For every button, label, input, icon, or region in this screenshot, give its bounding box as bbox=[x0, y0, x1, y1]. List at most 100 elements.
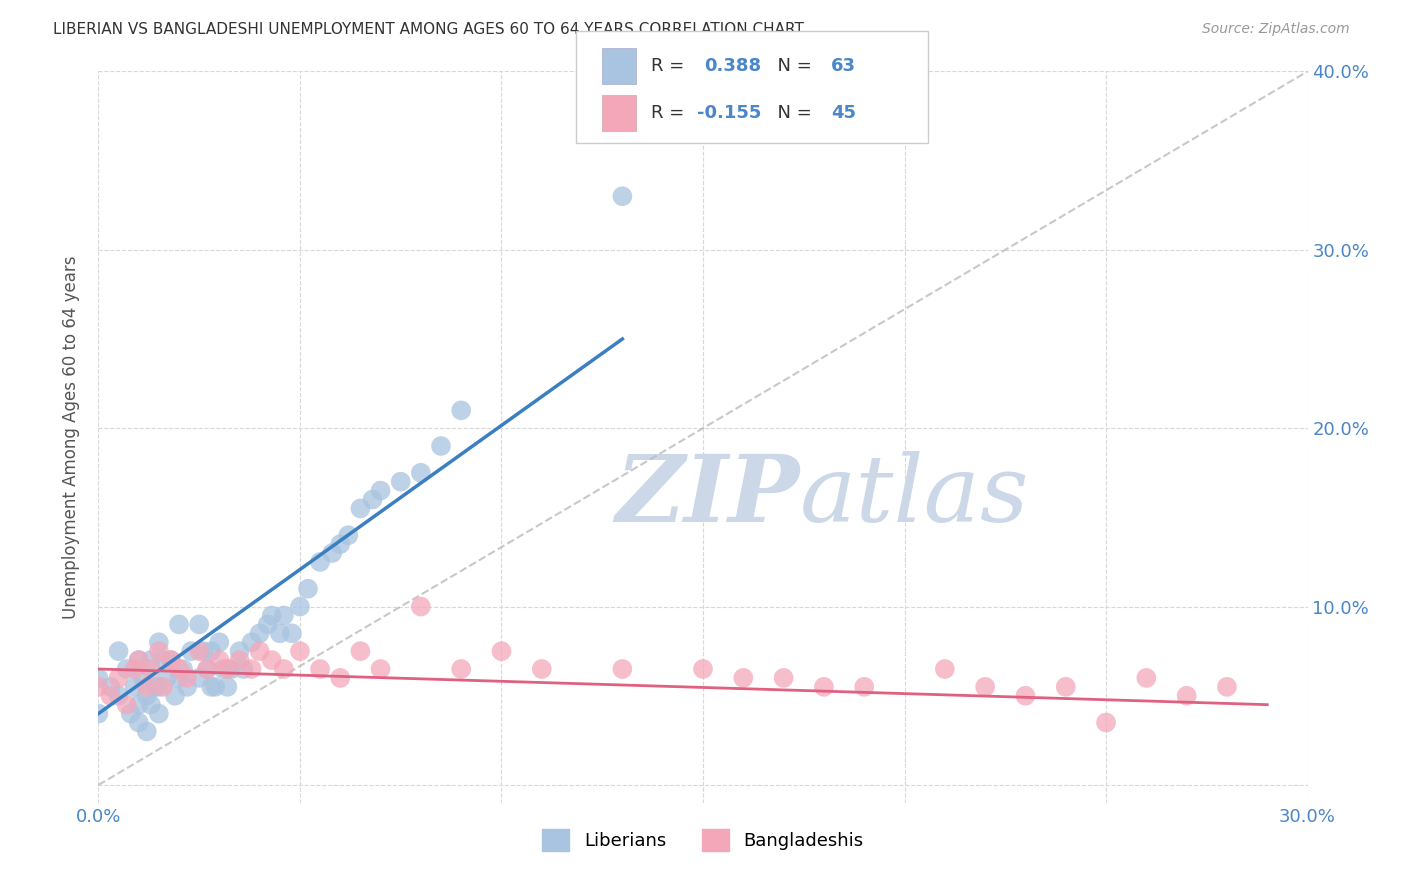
Point bbox=[139, 698, 162, 712]
Point bbox=[87, 706, 110, 721]
Point bbox=[160, 653, 183, 667]
Point bbox=[107, 671, 129, 685]
Point bbox=[389, 475, 412, 489]
Point bbox=[204, 680, 226, 694]
Point bbox=[228, 644, 250, 658]
Point bbox=[409, 466, 432, 480]
Point bbox=[156, 671, 179, 685]
Point bbox=[212, 662, 235, 676]
Point bbox=[188, 671, 211, 685]
Point bbox=[430, 439, 453, 453]
Point bbox=[195, 662, 218, 676]
Point bbox=[1135, 671, 1157, 685]
Point bbox=[217, 680, 239, 694]
Text: ZIP: ZIP bbox=[616, 450, 800, 541]
Point bbox=[120, 706, 142, 721]
Point bbox=[148, 706, 170, 721]
Text: 45: 45 bbox=[831, 104, 856, 122]
Point bbox=[128, 715, 150, 730]
Point bbox=[163, 689, 186, 703]
Point bbox=[260, 653, 283, 667]
Y-axis label: Unemployment Among Ages 60 to 64 years: Unemployment Among Ages 60 to 64 years bbox=[62, 255, 80, 619]
Point bbox=[349, 644, 371, 658]
Point bbox=[232, 662, 254, 676]
Point bbox=[297, 582, 319, 596]
Point bbox=[1054, 680, 1077, 694]
Point bbox=[853, 680, 876, 694]
Point bbox=[208, 653, 231, 667]
Point bbox=[100, 680, 122, 694]
Text: 0.388: 0.388 bbox=[704, 57, 762, 75]
Point bbox=[100, 689, 122, 703]
Point bbox=[87, 680, 110, 694]
Point bbox=[139, 662, 162, 676]
Point bbox=[87, 671, 110, 685]
Point bbox=[733, 671, 755, 685]
Point bbox=[135, 689, 157, 703]
Point bbox=[167, 617, 190, 632]
Point bbox=[1216, 680, 1239, 694]
Point bbox=[240, 635, 263, 649]
Point bbox=[135, 724, 157, 739]
Point bbox=[167, 671, 190, 685]
Point bbox=[491, 644, 513, 658]
Point bbox=[329, 537, 352, 551]
Point bbox=[148, 680, 170, 694]
Text: Source: ZipAtlas.com: Source: ZipAtlas.com bbox=[1202, 22, 1350, 37]
Point bbox=[240, 662, 263, 676]
Point bbox=[772, 671, 794, 685]
Point bbox=[124, 662, 146, 676]
Point bbox=[195, 662, 218, 676]
Text: atlas: atlas bbox=[800, 450, 1029, 541]
Point bbox=[530, 662, 553, 676]
Point bbox=[176, 680, 198, 694]
Point bbox=[152, 680, 174, 694]
Point bbox=[132, 671, 155, 685]
Point bbox=[167, 662, 190, 676]
Text: N =: N = bbox=[766, 104, 818, 122]
Point bbox=[329, 671, 352, 685]
Point bbox=[1095, 715, 1118, 730]
Point bbox=[321, 546, 343, 560]
Point bbox=[172, 662, 194, 676]
Point bbox=[115, 662, 138, 676]
Point bbox=[139, 653, 162, 667]
Point bbox=[160, 653, 183, 667]
Point bbox=[135, 680, 157, 694]
Point bbox=[193, 644, 215, 658]
Text: R =: R = bbox=[651, 57, 690, 75]
Point bbox=[124, 680, 146, 694]
Point bbox=[288, 644, 311, 658]
Point bbox=[450, 403, 472, 417]
Point bbox=[176, 671, 198, 685]
Point bbox=[217, 662, 239, 676]
Point bbox=[128, 653, 150, 667]
Point bbox=[813, 680, 835, 694]
Point bbox=[974, 680, 997, 694]
Point bbox=[107, 644, 129, 658]
Point bbox=[228, 653, 250, 667]
Point bbox=[249, 626, 271, 640]
Point bbox=[188, 617, 211, 632]
Point bbox=[1175, 689, 1198, 703]
Point bbox=[249, 644, 271, 658]
Point bbox=[152, 653, 174, 667]
Point bbox=[148, 644, 170, 658]
Point bbox=[273, 608, 295, 623]
Point bbox=[143, 680, 166, 694]
Point bbox=[115, 698, 138, 712]
Point bbox=[934, 662, 956, 676]
Point bbox=[309, 555, 332, 569]
Point bbox=[370, 483, 392, 498]
Point bbox=[188, 644, 211, 658]
Legend: Liberians, Bangladeshis: Liberians, Bangladeshis bbox=[533, 820, 873, 860]
Point bbox=[269, 626, 291, 640]
Point bbox=[128, 698, 150, 712]
Point bbox=[281, 626, 304, 640]
Point bbox=[273, 662, 295, 676]
Point bbox=[1014, 689, 1036, 703]
Point bbox=[208, 635, 231, 649]
Point bbox=[200, 644, 222, 658]
Point bbox=[349, 501, 371, 516]
Point bbox=[107, 689, 129, 703]
